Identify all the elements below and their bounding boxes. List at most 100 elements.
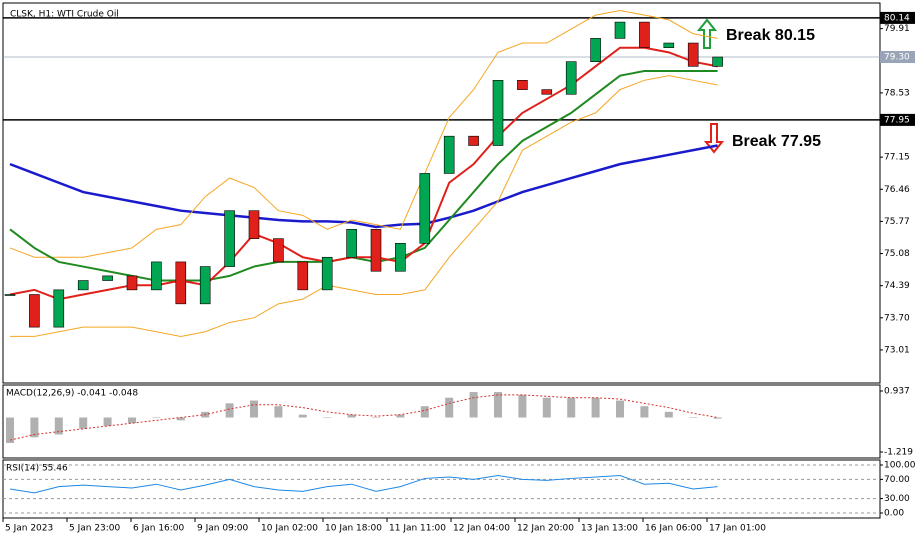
histogram-bar xyxy=(323,417,332,419)
candle xyxy=(517,80,528,90)
histogram-bar xyxy=(152,417,161,419)
candle xyxy=(639,21,650,49)
rsi-title: RSI(14) 55.46 xyxy=(6,464,68,474)
y-tick-label: 73.70 xyxy=(884,313,910,323)
candle xyxy=(248,210,260,239)
y-tick-label: -1.219 xyxy=(884,448,913,458)
candle xyxy=(468,135,479,146)
candle xyxy=(541,89,553,95)
indicator-line xyxy=(9,144,718,229)
histogram-bar xyxy=(298,414,307,418)
histogram-bar xyxy=(420,406,429,418)
candle xyxy=(273,238,284,263)
indicator-line xyxy=(10,75,718,337)
histogram-bar xyxy=(347,414,356,418)
level-label-box xyxy=(880,11,915,24)
annotation: Break 80.15 xyxy=(726,27,815,44)
current-price-box xyxy=(880,51,915,64)
price-panel xyxy=(2,2,881,384)
level-label: 80.14 xyxy=(884,13,910,23)
candle xyxy=(565,61,577,95)
x-tick-label: 5 Jan 23:00 xyxy=(69,524,121,534)
histogram-bar xyxy=(274,406,283,418)
candle xyxy=(346,229,357,258)
level-label: 77.95 xyxy=(884,115,910,125)
y-tick-label: 78.53 xyxy=(884,88,910,98)
histogram-bar xyxy=(372,417,380,419)
y-tick-label: 0.00 xyxy=(884,509,904,519)
y-tick-label: 100.00 xyxy=(884,460,916,470)
chart-title: CLSK, H1: WTI Crude Oil xyxy=(10,10,119,20)
x-tick-label: 12 Jan 20:00 xyxy=(517,524,574,534)
x-tick-label: 16 Jan 06:00 xyxy=(645,524,702,534)
x-tick-label: 5 Jan 2023 xyxy=(5,524,53,534)
y-tick-label: 30.00 xyxy=(884,494,910,504)
histogram-bar xyxy=(445,397,454,418)
histogram-bar xyxy=(494,392,502,418)
histogram-bar xyxy=(591,397,600,418)
macd-title: MACD(12,26,9) -0.041 -0.048 xyxy=(6,389,138,399)
candle xyxy=(53,289,65,328)
y-tick-label: 0.937 xyxy=(884,386,910,396)
down-arrow xyxy=(703,123,725,154)
candle xyxy=(199,266,211,305)
histogram-bar xyxy=(30,417,39,438)
candle xyxy=(370,229,382,272)
histogram-bar xyxy=(176,417,185,421)
x-tick-label: 10 Jan 02:00 xyxy=(261,524,318,534)
y-tick-label: 79.91 xyxy=(884,24,910,34)
current-price-label: 79.30 xyxy=(884,53,910,63)
candle xyxy=(395,242,406,272)
y-tick-label: 77.15 xyxy=(884,153,910,163)
histogram-bar xyxy=(542,397,551,418)
histogram-bar xyxy=(54,417,63,435)
candle xyxy=(224,210,235,267)
candle xyxy=(590,38,601,62)
x-tick-label: 17 Jan 01:00 xyxy=(709,524,766,534)
histogram-bar xyxy=(250,400,258,418)
level-label-box xyxy=(880,113,915,126)
y-tick-label: 75.77 xyxy=(884,217,910,227)
candle xyxy=(29,294,40,328)
indicator-line xyxy=(9,9,718,258)
candle xyxy=(321,256,333,291)
histogram-bar xyxy=(225,403,234,418)
histogram-bar xyxy=(469,392,478,418)
candle xyxy=(712,56,723,67)
candle xyxy=(297,261,309,291)
up-arrow xyxy=(696,18,718,49)
candle xyxy=(4,294,16,296)
candle xyxy=(175,261,187,305)
candle xyxy=(614,21,626,39)
x-tick-label: 6 Jan 16:00 xyxy=(133,524,185,534)
histogram-bar xyxy=(640,406,649,418)
histogram-bar xyxy=(689,417,698,419)
histogram-bar xyxy=(664,411,673,418)
x-tick-label: 12 Jan 04:00 xyxy=(453,524,510,534)
candle xyxy=(443,135,455,174)
histogram-bar xyxy=(518,394,527,418)
annotation: Break 77.95 xyxy=(732,133,821,150)
rsi-line xyxy=(9,475,718,494)
y-tick-label: 74.39 xyxy=(884,281,910,291)
indicator-line xyxy=(9,69,718,282)
histogram-bar xyxy=(396,414,405,418)
histogram-bar xyxy=(128,417,136,424)
y-tick-label: 76.46 xyxy=(884,185,910,195)
candle xyxy=(687,42,699,67)
histogram-bar xyxy=(6,417,14,443)
x-tick-label: 13 Jan 13:00 xyxy=(581,524,638,534)
x-tick-label: 9 Jan 09:00 xyxy=(197,524,249,534)
histogram-bar xyxy=(103,417,112,426)
y-tick-label: 70.00 xyxy=(884,475,910,485)
candle xyxy=(419,173,431,244)
y-tick-label: 73.01 xyxy=(884,345,910,355)
candle xyxy=(151,261,162,291)
candle xyxy=(102,275,113,281)
candle xyxy=(492,80,504,146)
candle xyxy=(77,280,89,291)
candle xyxy=(126,275,138,291)
histogram-bar xyxy=(713,417,722,419)
macd-panel xyxy=(2,384,881,459)
